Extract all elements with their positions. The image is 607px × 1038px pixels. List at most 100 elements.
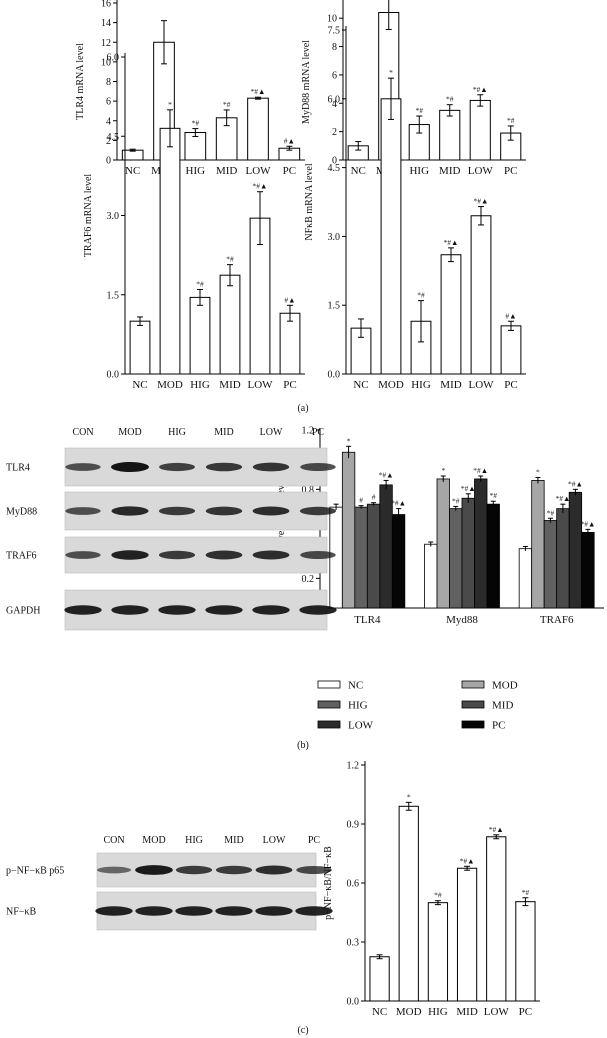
traf6-mrna-chart-y-tick-label: 3.0: [107, 211, 120, 222]
traf6-mrna-chart-bar: [159, 127, 181, 375]
myd88-mrna-chart-y-tick-label: 2: [332, 127, 337, 138]
protein-levels-chart-significance-label: *#▲: [379, 470, 394, 479]
pnfkb-ratio-chart-significance-label: *: [407, 792, 411, 801]
traf6-mrna-chart-x-tick-label: MID: [219, 379, 240, 391]
pnfkb-ratio-chart-y-tick-label: 0.3: [347, 938, 360, 949]
nfkb-mrna-chart-significance-label: *: [389, 68, 393, 77]
tlr4-mrna-chart-y-tick-label: 8: [106, 77, 111, 88]
tlr4-mrna-chart-x-tick-label: LOW: [245, 165, 271, 177]
protein-levels-chart-bar: [341, 451, 356, 609]
traf6-mrna-chart-bar: [189, 296, 211, 375]
protein-levels-chart-bar: [354, 506, 368, 609]
western-blot-c-band: [215, 865, 253, 875]
pnfkb-ratio-chart-y-tick-label: 0.0: [347, 997, 360, 1008]
western-blot-c-lane-label: MID: [224, 835, 243, 846]
western-blot-b-band: [300, 463, 336, 471]
tlr4-mrna-chart-significance-label: *#: [192, 119, 200, 128]
myd88-mrna-chart-x-tick-label: HIG: [409, 165, 429, 177]
protein-levels-chart-bar: [461, 497, 475, 609]
tlr4-mrna-chart-y-tick-label: 0: [106, 156, 111, 167]
nfkb-mrna-chart-bar: [380, 98, 402, 375]
tlr4-mrna-chart-bar: [247, 97, 269, 161]
protein-levels-chart-bar: [518, 548, 533, 609]
legend-label-mid: MID: [492, 700, 513, 712]
pnfkb-ratio-chart-bar: [456, 867, 478, 1002]
nfkb-mrna-chart-significance-label: #▲: [505, 311, 516, 320]
protein-levels-chart-x-tick-label: TLR4: [354, 614, 381, 626]
legend-label-low: LOW: [348, 720, 374, 732]
protein-levels-chart-significance-label: *#▲: [568, 479, 583, 488]
protein-levels-chart-bar: [556, 508, 570, 609]
myd88-mrna-chart-significance-label: *#: [507, 116, 515, 125]
traf6-mrna-chart-x-tick-label: MOD: [157, 379, 183, 391]
protein-levels-chart-significance-label: *#▲: [461, 484, 476, 493]
legend-label-nc: NC: [348, 680, 363, 692]
protein-levels-chart-significance-label: *: [536, 467, 540, 476]
western-blot-c-band: [135, 865, 173, 875]
protein-levels-chart-bar: [391, 514, 406, 609]
nfkb-mrna-chart-y-tick-label: 6.0: [328, 94, 341, 105]
protein-levels-chart-bar: [449, 508, 463, 609]
traf6-mrna-chart-y-tick-label: 0.0: [107, 370, 120, 381]
pnfkb-ratio-chart-y-tick-label: 0.9: [347, 820, 360, 831]
nfkb-mrna-chart-bar: [500, 325, 522, 375]
western-blot-c-band: [95, 906, 133, 916]
western-blot-b-band: [158, 506, 196, 516]
western-blot-b-band: [252, 462, 290, 472]
nfkb-mrna-chart-significance-label: *#▲: [474, 197, 489, 206]
western-blot-b-band: [159, 462, 195, 472]
western-blot-b-band: [205, 462, 243, 472]
tlr4-mrna-chart-y-tick-label: 14: [101, 18, 111, 29]
pnfkb-ratio-chart-y-tick-label: 1.2: [347, 761, 360, 772]
protein-levels-chart-significance-label: *#: [452, 496, 460, 505]
traf6-mrna-chart-x-tick-label: LOW: [247, 379, 273, 391]
tlr4-mrna-chart-y-axis-label: TLR4 mRNA level: [75, 43, 86, 120]
western-blot-b-row-label: TLR4: [6, 463, 30, 474]
western-blot-c-lane-label: LOW: [263, 835, 286, 846]
protein-levels-chart-significance-label: *#: [490, 491, 498, 500]
western-blot-b-band: [111, 605, 149, 615]
protein-levels-chart-significance-label: #: [359, 496, 363, 505]
tlr4-mrna-chart-y-tick-label: 6: [106, 97, 111, 108]
western-blot-b-band: [205, 605, 243, 615]
myd88-mrna-chart-significance-label: *#▲: [473, 85, 488, 94]
pnfkb-ratio-chart-significance-label: *#: [522, 888, 530, 897]
western-blot-b-strip: [64, 491, 328, 531]
legend-swatch-pc: [461, 720, 485, 729]
nfkb-mrna-chart-x-tick-label: MOD: [378, 379, 404, 391]
traf6-mrna-chart-x-tick-label: HIG: [190, 379, 210, 391]
protein-levels-chart-bar: [366, 503, 381, 609]
western-blot-b-band: [299, 506, 337, 516]
myd88-mrna-chart-x-tick-label: NC: [351, 165, 366, 177]
pnfkb-ratio-chart-y-tick-label: 0.6: [347, 879, 360, 890]
pnfkb-ratio-chart-x-tick-label: LOW: [484, 1006, 510, 1018]
protein-levels-chart-bar: [581, 531, 595, 609]
myd88-mrna-chart-y-tick-label: 4: [332, 99, 337, 110]
western-blot-c-lane-label: HIG: [185, 835, 203, 846]
tlr4-mrna-chart-y-tick-label: 12: [101, 38, 111, 49]
legend-label-mod: MOD: [492, 680, 518, 692]
nfkb-mrna-chart-x-tick-label: MID: [440, 379, 461, 391]
myd88-mrna-chart-x-tick-label: PC: [504, 165, 517, 177]
western-blot-c-row-label: NF−κB: [6, 907, 36, 918]
protein-levels-chart-x-tick-label: Myd88: [446, 614, 478, 626]
tlr4-mrna-chart-y-tick-label: 2: [106, 136, 111, 147]
tlr4-mrna-chart-x-tick-label: HIG: [186, 165, 206, 177]
panel-label-c: (c): [297, 1025, 308, 1036]
protein-levels-chart-significance-label: *#: [547, 508, 555, 517]
western-blot-c-band: [295, 906, 333, 916]
western-blot-c-band: [296, 866, 332, 874]
pnfkb-ratio-chart-bar: [398, 805, 419, 1002]
western-blot-c-lane-label: CON: [103, 835, 124, 846]
nfkb-mrna-chart-bar: [470, 215, 492, 375]
tlr4-mrna-chart-significance-label: #▲: [284, 136, 295, 145]
myd88-mrna-chart-y-tick-label: 8: [332, 42, 337, 53]
protein-levels-chart-y-tick-label: 1.2: [302, 426, 315, 437]
nfkb-mrna-chart-x-tick-label: NC: [353, 379, 368, 391]
protein-levels-chart-bar: [329, 506, 343, 609]
western-blot-c-row-label: p−NF−κB p65: [6, 866, 64, 877]
panel-label-b: (b): [297, 740, 309, 751]
western-blot-c-band: [135, 906, 173, 916]
tlr4-mrna-chart-y-tick-label: 4: [106, 116, 111, 127]
